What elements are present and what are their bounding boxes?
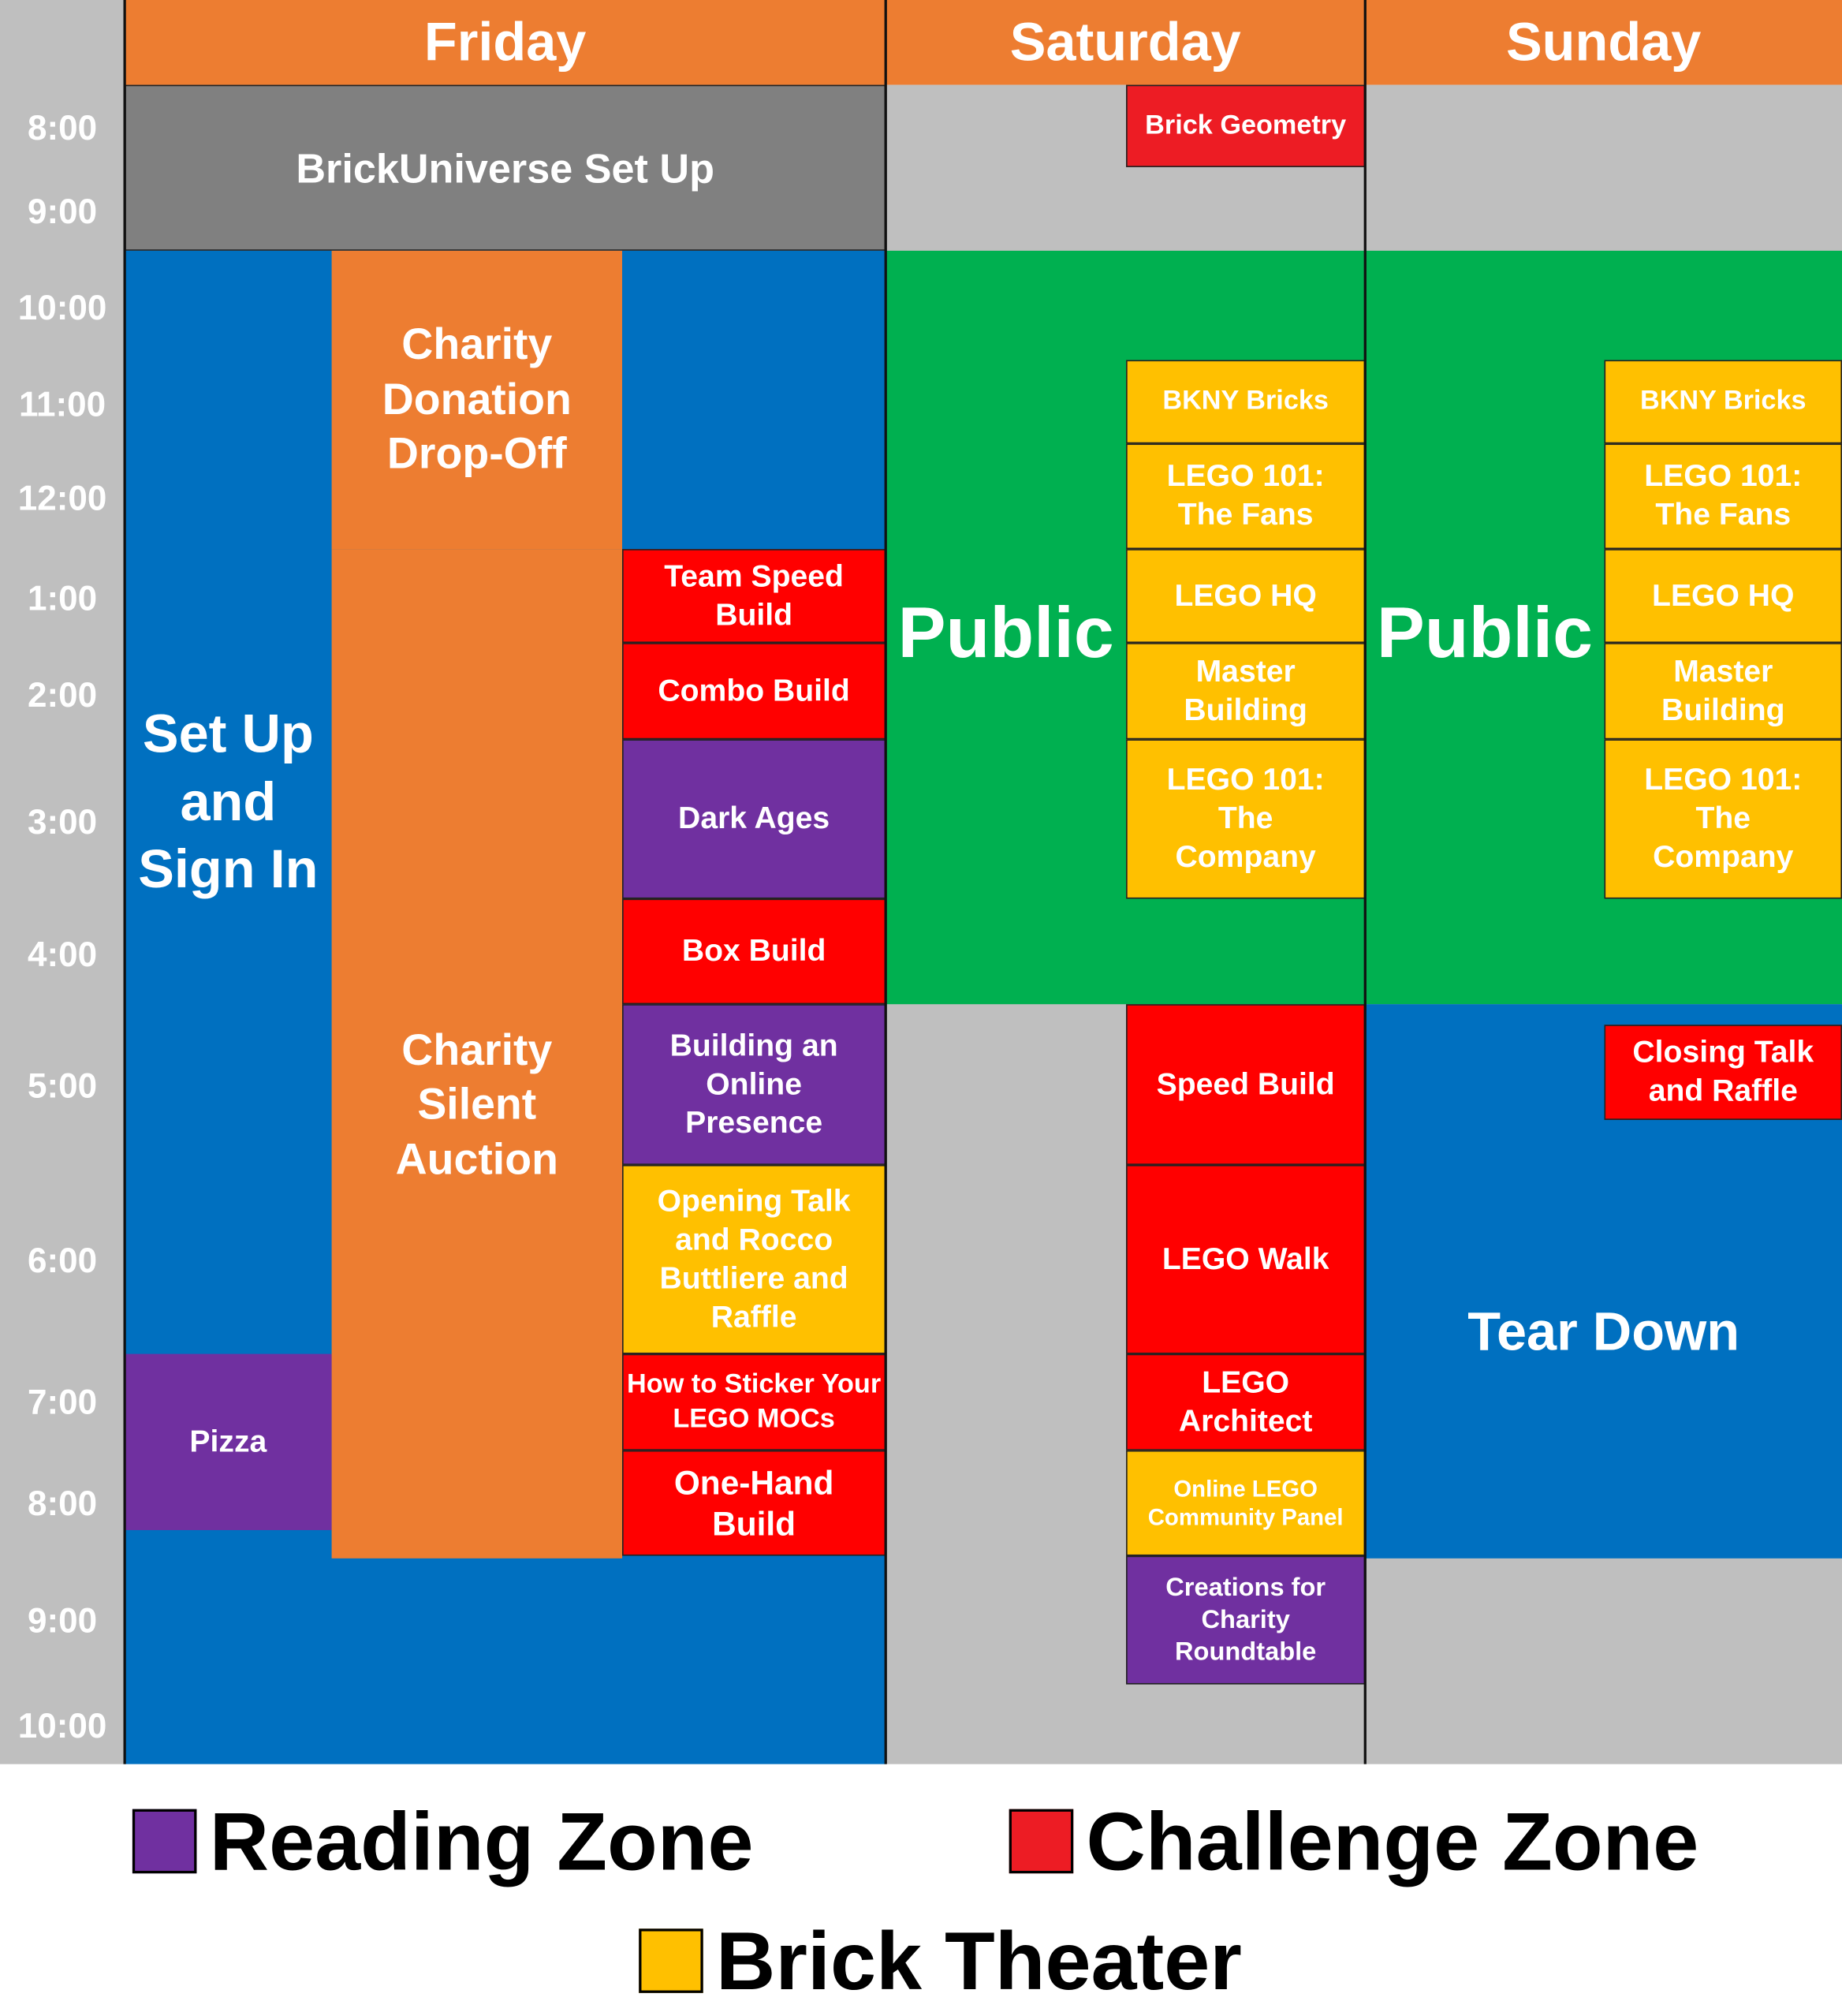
legend-label: Reading Zone [209,1794,754,1888]
time-label: 1:00 [27,579,98,618]
time-label: 9:00 [27,1601,98,1641]
time-label: 4:00 [27,935,98,974]
header-sunday: Sunday [1365,0,1842,85]
legend-swatch [639,1928,703,1993]
event-team-speed-build: Team Speed Build [622,549,886,644]
event-brick-geometry: Brick Geometry [1126,84,1366,167]
event-setup: BrickUniverse Set Up [125,84,886,251]
time-label: 8:00 [27,108,98,147]
divider [123,0,126,1764]
time-column [0,0,125,1764]
event-creations-charity: Creations for Charity Roundtable [1126,1555,1366,1685]
legend-swatch [1009,1809,1074,1874]
event-lego-hq: LEGO HQ [1604,549,1842,644]
time-label: 8:00 [27,1484,98,1523]
event-bkny-bricks: BKNY Bricks [1126,360,1366,444]
event-lego-architect: LEGO Architect [1126,1353,1366,1450]
event-setup-signin: Set Up and Sign In [138,704,319,899]
event-closing-talk: Closing Talk and Raffle [1604,1025,1842,1120]
header-friday: Friday [125,0,886,85]
event-donation: Charity Donation Drop-Off [331,250,623,550]
time-label: 9:00 [27,192,98,231]
header-saturday: Saturday [886,0,1366,85]
legend-swatch [132,1809,197,1874]
legend-brick-theater: Brick Theater [639,1913,1242,2009]
time-label: 7:00 [27,1383,98,1422]
time-label: 10:00 [17,288,107,327]
time-label: 10:00 [17,1707,107,1745]
event-box-build: Box Build [622,898,886,1005]
legend-label: Challenge Zone [1086,1794,1699,1888]
event-master-building: Master Building [1126,643,1366,740]
time-label: 6:00 [27,1241,98,1280]
event-lego101-fans: LEGO 101: The Fans [1126,443,1366,550]
event-master-building: Master Building [1604,643,1842,740]
event-lego101-company: LEGO 101: The Company [1604,739,1842,899]
divider [1363,0,1367,1764]
event-one-hand-build: One-Hand Build [622,1450,886,1556]
event-sticker: How to Sticker Your LEGO MOCs [622,1353,886,1450]
event-pizza: Pizza [125,1353,332,1530]
event-combo-build: Combo Build [622,643,886,740]
event-lego101-company: LEGO 101: The Company [1126,739,1366,899]
event-auction: Charity Silent Auction [331,549,623,1559]
event-online-community-panel: Online LEGO Community Panel [1126,1450,1366,1556]
time-label: 12:00 [17,479,107,518]
time-label: 5:00 [27,1066,98,1106]
event-opening-talk: Opening Talk and Rocco Buttliere and Raf… [622,1164,886,1354]
saturday-public-label: Public [897,591,1114,673]
event-lego-hq: LEGO HQ [1126,549,1366,644]
legend-challenge-zone: Challenge Zone [1009,1794,1699,1889]
event-online-presence: Building an Online Presence [622,1004,886,1165]
divider [884,0,887,1764]
legend-label: Brick Theater [716,1914,1242,2007]
event-speed-build: Speed Build [1126,1004,1366,1165]
event-lego-walk: LEGO Walk [1126,1164,1366,1354]
time-label: 11:00 [18,385,106,424]
event-lego101-fans: LEGO 101: The Fans [1604,443,1842,550]
event-bkny-bricks: BKNY Bricks [1604,360,1842,444]
time-label: 3:00 [27,803,98,842]
sunday-public-label: Public [1376,591,1593,673]
time-label: 2:00 [27,675,98,715]
event-dark-ages: Dark Ages [622,739,886,899]
legend-reading-zone: Reading Zone [132,1794,754,1889]
